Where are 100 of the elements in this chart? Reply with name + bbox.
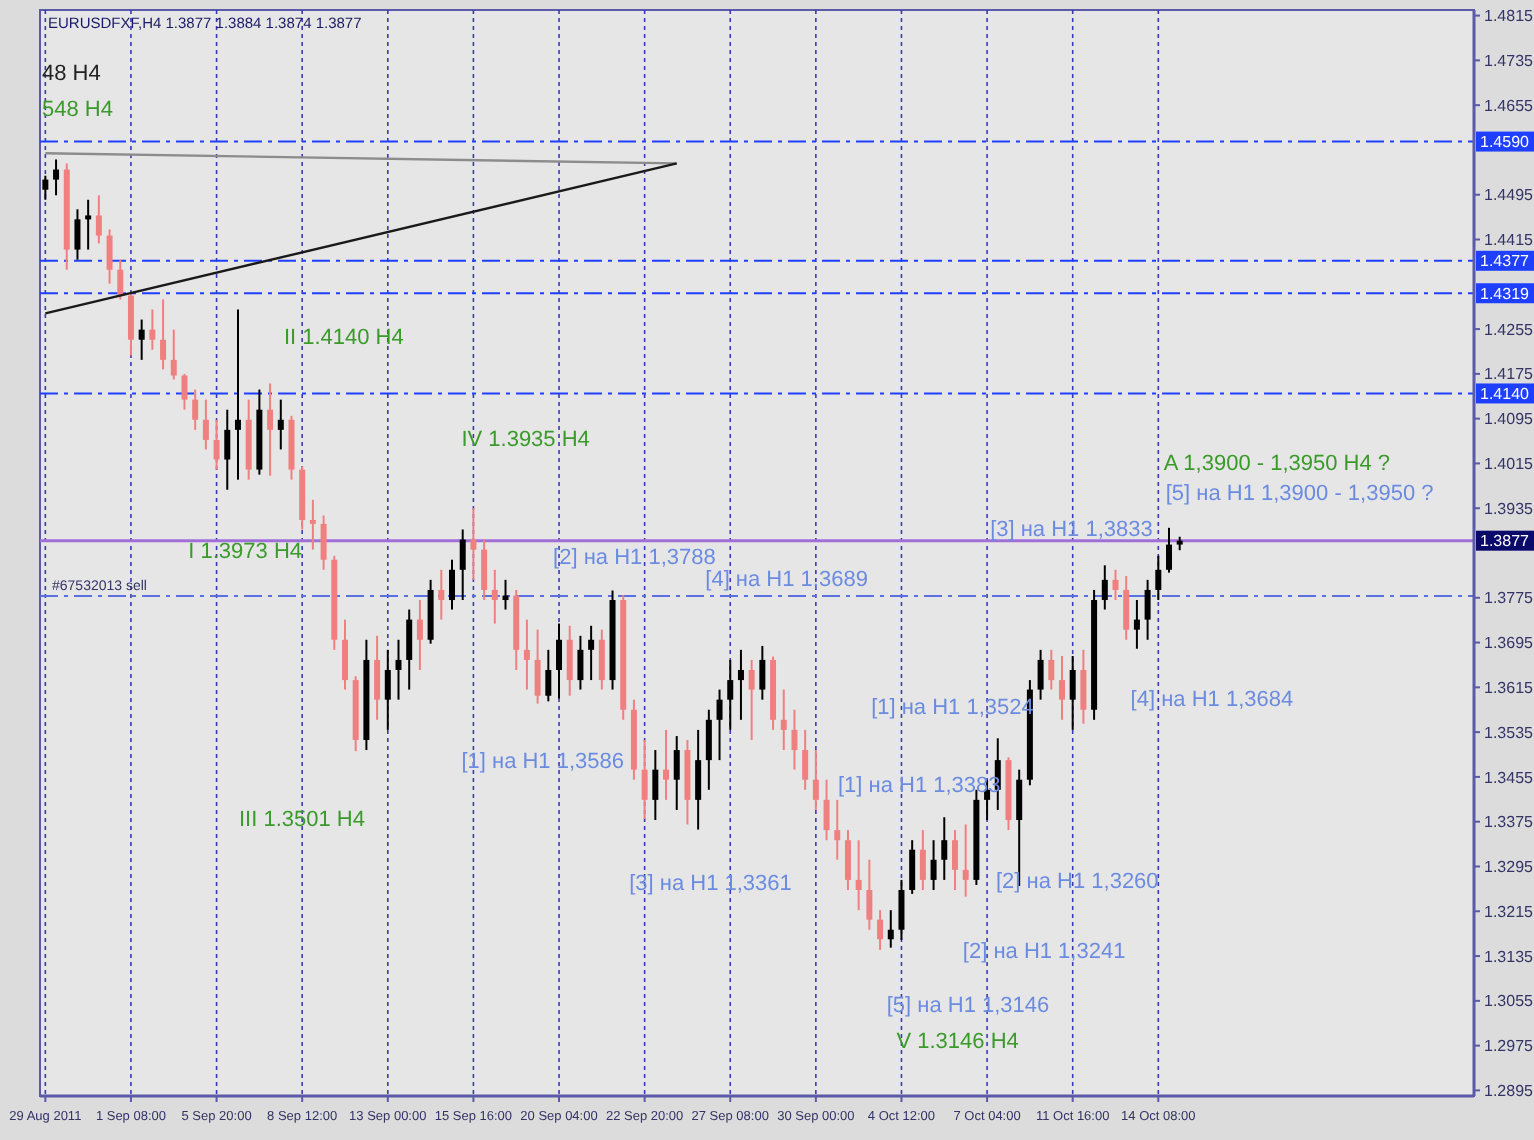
annotation: [5] на H1 1,3900 - 1,3950 ?: [1165, 482, 1434, 506]
candlestick: [138, 318, 145, 361]
candlestick: [416, 599, 423, 671]
candlestick: [652, 749, 659, 822]
annotation: A 1,3900 - 1,3950 H4 ?: [1163, 452, 1391, 476]
candlestick: [106, 228, 113, 285]
y-tick-label: 1.3695: [1484, 634, 1534, 653]
annotation: I 1.3973 H4: [188, 540, 303, 564]
candlestick: [695, 728, 702, 831]
y-tick-label: 1.4735: [1484, 51, 1534, 70]
annotation: [1] на H1 1,3586: [461, 750, 625, 774]
candlestick: [523, 618, 530, 691]
candlestick: [320, 514, 327, 571]
y-tick-label: 1.3055: [1484, 992, 1534, 1011]
candlestick: [834, 798, 841, 861]
y-tick-label: 1.4175: [1484, 365, 1534, 384]
candlestick: [1166, 526, 1173, 574]
annotation: III 1.3501 H4: [239, 808, 365, 832]
candlestick: [438, 568, 445, 621]
y-tick-label: 1.3615: [1484, 678, 1534, 697]
annotation: [3] на H1 1,3833: [990, 518, 1153, 542]
ref-line-label: 1.4590: [1480, 133, 1531, 152]
annotation: 548 H4: [41, 98, 113, 122]
candlestick: [887, 909, 894, 949]
y-tick-label: 1.3935: [1484, 499, 1534, 518]
candlestick: [780, 688, 787, 752]
candlestick: [737, 648, 744, 721]
candlestick: [844, 829, 851, 891]
candlestick: [545, 648, 552, 703]
candlestick: [823, 778, 830, 842]
annotation: [2] на H1 1,3241: [962, 940, 1126, 964]
candlestick: [941, 816, 948, 881]
candlestick: [234, 308, 241, 481]
candlestick: [267, 382, 274, 477]
annotation: 48 H4: [41, 62, 101, 86]
candlestick: [491, 568, 498, 625]
candlestick: [127, 291, 134, 357]
annotation: [5] на H1 1,3146: [886, 994, 1050, 1018]
candlestick: [1080, 648, 1087, 725]
candlestick: [1016, 768, 1023, 888]
y-tick-label: 1.3135: [1484, 947, 1534, 966]
candlestick: [588, 624, 595, 682]
y-tick-label: 1.2975: [1484, 1037, 1534, 1056]
candlestick: [598, 628, 605, 691]
candlestick: [1123, 574, 1130, 641]
annotation: [3] на H1 1,3361: [629, 872, 792, 896]
candlestick: [812, 749, 819, 811]
y-tick-label: 1.3215: [1484, 902, 1534, 921]
ref-line-label: 1.4319: [1480, 284, 1531, 303]
y-tick-label: 1.4015: [1484, 455, 1534, 474]
candlestick: [459, 528, 466, 602]
candlestick: [1133, 599, 1140, 650]
y-tick-label: 1.2895: [1484, 1082, 1534, 1100]
candlestick: [802, 728, 809, 791]
candlestick: [673, 735, 680, 811]
candlestick: [663, 728, 670, 801]
candlestick: [192, 388, 199, 431]
y-tick-label: 1.4655: [1484, 96, 1534, 115]
candlestick: [449, 558, 456, 611]
candlestick: [277, 398, 284, 451]
y-tick-label: 1.4415: [1484, 231, 1534, 250]
annotation: [4] на H1 1,3689: [705, 568, 868, 592]
candlestick: [374, 634, 381, 721]
candlestick: [149, 308, 156, 351]
candlestick: [170, 328, 177, 381]
candlestick: [181, 372, 188, 411]
candlestick: [481, 538, 488, 602]
candlestick: [641, 738, 648, 820]
candlestick: [117, 258, 124, 301]
candlestick: [85, 198, 92, 251]
candlestick: [705, 708, 712, 791]
candlestick: [309, 498, 316, 551]
candlestick: [384, 648, 391, 731]
candlestick: [1058, 655, 1065, 721]
candlestick: [1069, 655, 1076, 731]
annotation: II 1.4140 H4: [283, 326, 404, 350]
candlestick: [759, 644, 766, 701]
candlestick: [1112, 568, 1119, 602]
ref-line-label: 1.4377: [1480, 252, 1531, 271]
candlestick: [566, 624, 573, 697]
candlestick: [930, 839, 937, 891]
y-tick-label: 1.4495: [1484, 186, 1534, 205]
annotation: [2] на H1 1,3788: [553, 546, 716, 570]
annotation: V 1.3146 H4: [896, 1030, 1019, 1054]
candlestick: [898, 878, 905, 941]
candlestick: [534, 628, 541, 705]
candlestick: [224, 408, 231, 491]
candlestick: [877, 909, 884, 951]
candlestick: [748, 658, 755, 741]
candlestick: [951, 829, 958, 891]
y-tick-label: 1.3775: [1484, 589, 1534, 608]
y-tick-label: 1.4255: [1484, 320, 1534, 339]
candlestick: [909, 839, 916, 895]
candlestick: [1048, 648, 1055, 691]
candlestick: [919, 829, 926, 891]
y-tick-label: 1.3295: [1484, 858, 1534, 877]
ref-line-label: 1.4140: [1480, 385, 1531, 404]
candlestick: [74, 208, 81, 261]
y-tick-label: 1.3375: [1484, 813, 1534, 832]
candlestick: [406, 608, 413, 691]
